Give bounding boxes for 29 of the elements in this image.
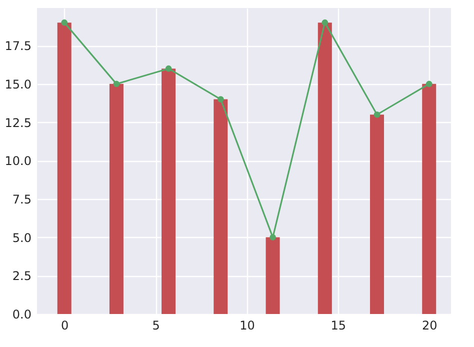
x-tick-label: 0 [61,318,69,332]
x-tick-label: 20 [422,318,438,332]
bar [266,237,280,314]
point [426,80,432,88]
point [61,19,68,26]
y-tick-label: 0.0 [12,308,32,322]
point [322,19,328,26]
x-tick-label: 15 [330,318,346,332]
point [374,111,380,118]
point [113,80,120,88]
y-tick-label: 10.0 [4,154,32,168]
y-tick-label: 5.0 [12,230,32,245]
bar [162,68,176,314]
x-tick-label: 10 [240,318,255,332]
bar [422,84,436,314]
y-tick-label: 17.5 [4,39,32,54]
y-tick-label: 7.5 [12,192,32,206]
point [218,96,224,102]
bar [57,22,72,314]
y-tick-label: 15.0 [4,77,32,92]
bar [214,99,228,314]
y-tick-label: 2.5 [12,269,32,284]
bar [318,22,332,314]
x-tick-label: 5 [152,318,160,332]
y-tick-label: 12.5 [4,116,32,130]
point [165,65,172,72]
point [270,234,276,240]
bar [109,84,124,314]
bar [370,114,384,314]
